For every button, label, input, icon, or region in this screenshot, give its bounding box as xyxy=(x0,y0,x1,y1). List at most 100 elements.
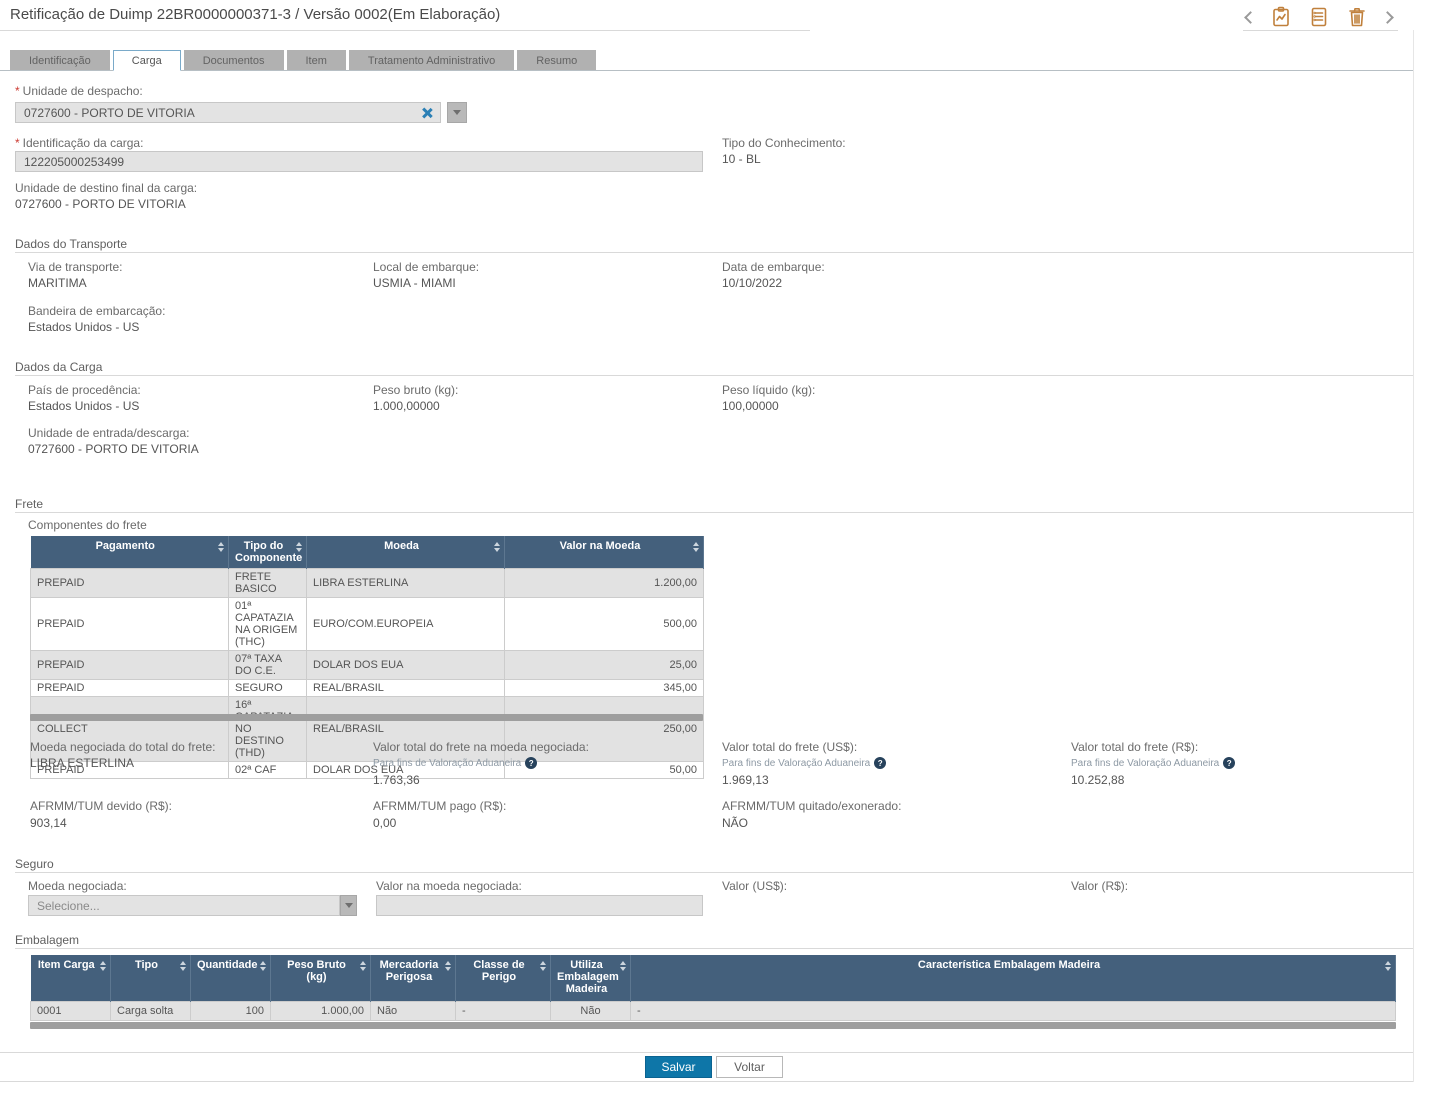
sort-icon[interactable] xyxy=(445,961,451,971)
seguro-valor-usd-label: Valor (US$): xyxy=(722,879,788,893)
column-header-caracteristica-madeira[interactable]: Característica Embalagem Madeira xyxy=(630,955,1396,1001)
section-divider xyxy=(15,375,1413,376)
moeda-negociada-total-value: LIBRA ESTERLINA xyxy=(30,756,135,770)
table-row[interactable]: PREPAID 01ª CAPATAZIA NA ORIGEM (THC) EU… xyxy=(30,597,704,651)
cell-quantidade: 100 xyxy=(190,1000,271,1021)
trash-icon xyxy=(1349,8,1365,27)
section-divider xyxy=(15,252,1413,253)
help-icon[interactable]: ? xyxy=(1223,757,1236,769)
column-header-tipo-componente[interactable]: Tipo do Componente xyxy=(228,536,307,569)
chevron-right-icon[interactable] xyxy=(1381,10,1394,24)
tab-resumo[interactable]: Resumo xyxy=(517,50,597,71)
sort-icon[interactable] xyxy=(260,961,266,971)
column-header-utiliza-madeira[interactable]: Utiliza Embalagem Madeira xyxy=(550,955,631,1001)
chevron-left-icon[interactable] xyxy=(1244,10,1257,24)
footer-divider-bottom xyxy=(0,1081,1413,1082)
table-row[interactable]: PREPAID FRETE BASICO LIBRA ESTERLINA 1.2… xyxy=(30,568,704,598)
cell-moeda: DOLAR DOS EUA xyxy=(306,761,505,779)
identificacao-carga-value: 122205000253499 xyxy=(24,154,125,169)
cell-valor: 500,00 xyxy=(504,597,704,651)
table-row[interactable]: 0001 Carga solta 100 1.000,00 Não - Não … xyxy=(30,1000,1396,1021)
identificacao-carga-label: * Identificação da carga: xyxy=(15,136,143,150)
tabs-divider xyxy=(0,70,1413,71)
sort-icon[interactable] xyxy=(100,961,106,971)
cell-item-carga: 0001 xyxy=(30,1000,111,1021)
peso-liquido-value: 100,00000 xyxy=(722,399,779,413)
table-row[interactable]: PREPAID 07ª TAXA DO C.E. DOLAR DOS EUA 2… xyxy=(30,650,704,680)
tab-label: Resumo xyxy=(536,54,578,67)
section-divider xyxy=(15,948,1413,949)
column-header-moeda[interactable]: Moeda xyxy=(306,536,505,569)
column-header-classe-perigo[interactable]: Classe de Perigo xyxy=(455,955,551,1001)
tab-carga[interactable]: Carga xyxy=(112,50,181,71)
sort-icon[interactable] xyxy=(218,542,224,552)
unidade-despacho-dropdown-button[interactable] xyxy=(447,102,467,123)
sort-icon[interactable] xyxy=(540,961,546,971)
column-header-peso-bruto[interactable]: Peso Bruto (kg) xyxy=(270,955,371,1001)
cell-peso-bruto: 1.000,00 xyxy=(270,1000,371,1021)
column-header-item-carga[interactable]: Item Carga xyxy=(30,955,111,1001)
clipboard-chart-icon xyxy=(1273,6,1289,27)
help-icon[interactable]: ? xyxy=(525,757,538,769)
clear-icon[interactable] xyxy=(422,108,432,118)
peso-bruto-value: 1.000,00000 xyxy=(373,399,440,413)
help-icon[interactable]: ? xyxy=(874,757,887,769)
seguro-moeda-select[interactable]: Selecione... xyxy=(28,895,340,916)
document-list-button[interactable] xyxy=(1307,5,1331,29)
header-label: Tipo xyxy=(134,959,158,971)
embalagem-table: Item Carga Tipo Quantidade Peso Bruto (k… xyxy=(30,955,1396,1021)
peso-bruto-label: Peso bruto (kg): xyxy=(373,383,459,397)
tab-item[interactable]: Item xyxy=(286,50,346,71)
cell-utiliza-madeira: Não xyxy=(550,1000,631,1021)
cell-tipo: 07ª TAXA DO C.E. xyxy=(228,650,307,680)
select-placeholder: Selecione... xyxy=(37,898,100,913)
componentes-frete-table: Pagamento Tipo do Componente Moeda Valor… xyxy=(30,536,704,779)
label-text: Unidade de despacho: xyxy=(22,84,143,98)
seguro-moeda-dropdown-button[interactable] xyxy=(340,895,357,916)
chevron-down-icon xyxy=(453,110,461,115)
cell-moeda: REAL/BRASIL xyxy=(306,696,505,762)
sort-icon[interactable] xyxy=(180,961,186,971)
sort-icon[interactable] xyxy=(620,961,626,971)
note-text: Para fins de Valoração Aduaneira xyxy=(722,757,871,769)
column-header-tipo[interactable]: Tipo xyxy=(110,955,191,1001)
unidade-despacho-select[interactable]: 0727600 - PORTO DE VITORIA xyxy=(15,102,441,123)
table-row[interactable]: PREPAID 02ª CAF DOLAR DOS EUA 50,00 xyxy=(30,761,704,779)
sort-icon[interactable] xyxy=(296,542,302,552)
back-button[interactable]: Voltar xyxy=(716,1056,783,1078)
horizontal-scrollbar[interactable] xyxy=(30,1022,1396,1029)
identificacao-carga-input[interactable]: 122205000253499 xyxy=(15,151,703,172)
table-row[interactable]: PREPAID SEGURO REAL/BRASIL 345,00 xyxy=(30,679,704,697)
seguro-valor-moeda-input[interactable] xyxy=(376,895,703,916)
tab-label: Item xyxy=(305,54,327,67)
horizontal-scrollbar[interactable] xyxy=(30,714,703,721)
sort-icon[interactable] xyxy=(360,961,366,971)
clipboard-report-button[interactable] xyxy=(1269,5,1293,29)
header-label: Item Carga xyxy=(37,959,95,971)
cell-classe-perigo: - xyxy=(455,1000,551,1021)
sort-icon[interactable] xyxy=(693,542,699,552)
table-row[interactable]: COLLECT 16ª CAPATAZIA NO DESTINO (THD) R… xyxy=(30,696,704,762)
header-label: Valor na Moeda xyxy=(559,540,641,552)
sort-icon[interactable] xyxy=(1385,961,1391,971)
header-label: Peso Bruto (kg) xyxy=(287,959,346,983)
save-button[interactable]: Salvar xyxy=(645,1056,712,1078)
column-header-mercadoria-perigosa[interactable]: Mercadoria Perigosa xyxy=(370,955,456,1001)
sort-icon[interactable] xyxy=(494,542,500,552)
column-header-quantidade[interactable]: Quantidade xyxy=(190,955,271,1001)
section-title-frete: Frete xyxy=(15,497,44,511)
tab-tratamento-administrativo[interactable]: Tratamento Administrativo xyxy=(348,50,515,71)
cell-tipo: 01ª CAPATAZIA NA ORIGEM (THC) xyxy=(228,597,307,651)
column-header-valor-moeda[interactable]: Valor na Moeda xyxy=(504,536,704,569)
tab-label: Documentos xyxy=(202,54,265,67)
tab-identificacao[interactable]: Identificação xyxy=(10,50,110,71)
header-label: Mercadoria Perigosa xyxy=(379,959,439,983)
unidade-entrada-value: 0727600 - PORTO DE VITORIA xyxy=(28,442,199,456)
cell-pagamento: PREPAID xyxy=(30,568,229,598)
tab-documentos[interactable]: Documentos xyxy=(183,50,284,71)
delete-button[interactable] xyxy=(1345,5,1369,29)
cell-moeda: DOLAR DOS EUA xyxy=(306,650,505,680)
afrmm-pago-value: 0,00 xyxy=(373,816,397,830)
column-header-pagamento[interactable]: Pagamento xyxy=(30,536,229,569)
via-transporte-label: Via de transporte: xyxy=(28,260,123,274)
